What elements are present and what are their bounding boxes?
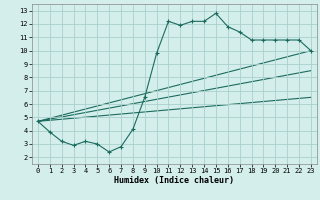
- X-axis label: Humidex (Indice chaleur): Humidex (Indice chaleur): [115, 176, 234, 185]
